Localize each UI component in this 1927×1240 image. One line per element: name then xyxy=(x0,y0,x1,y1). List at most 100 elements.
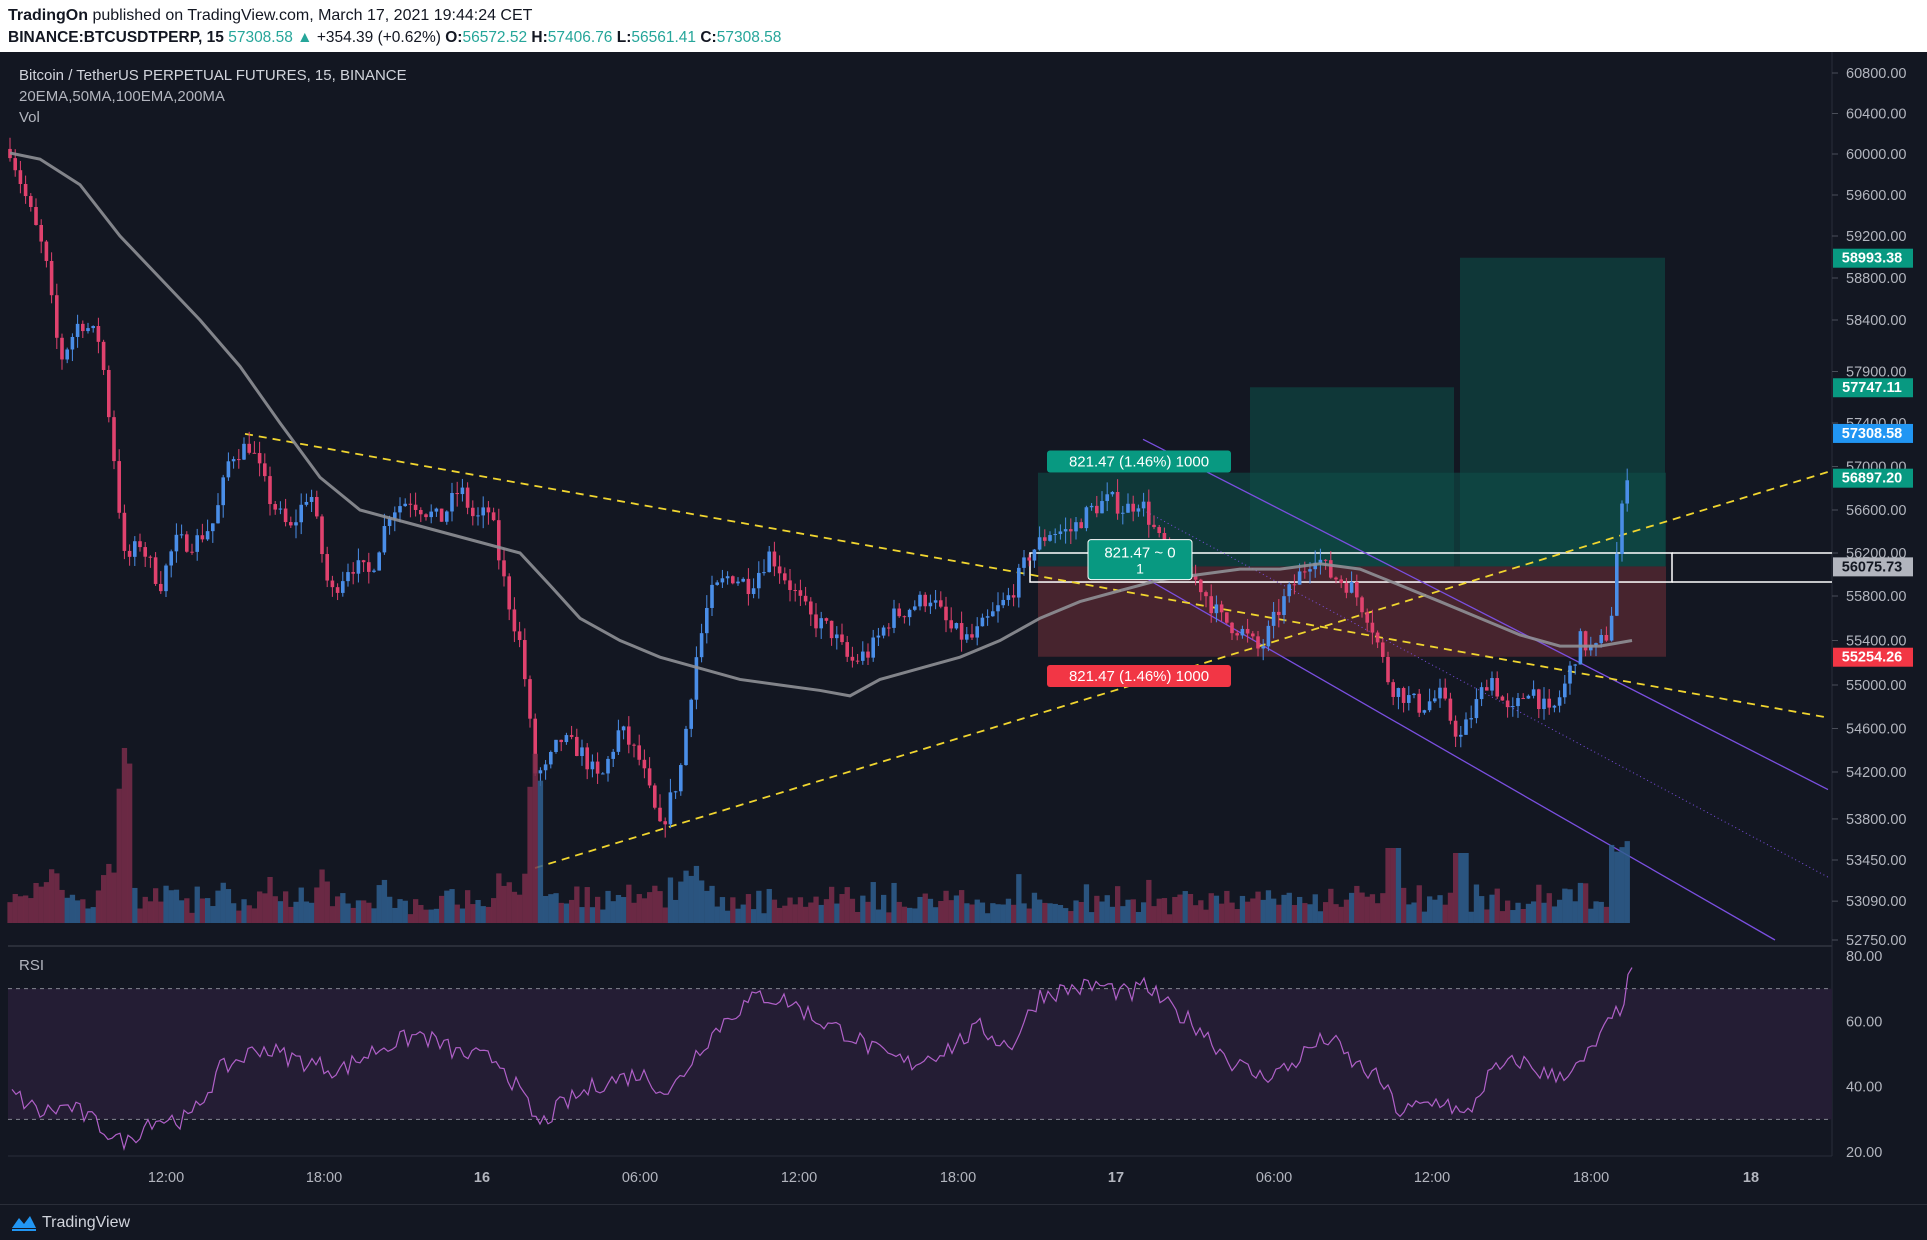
volume-bar xyxy=(870,882,876,923)
volume-bar xyxy=(1198,900,1204,923)
chart-canvas[interactable]: 60800.00 60400.00 60000.00 59600.00 59200.00… xyxy=(0,52,1927,1204)
volume-bar xyxy=(335,896,341,923)
volume-bar xyxy=(1224,890,1230,923)
candle-body xyxy=(1048,535,1052,541)
volume-bar xyxy=(1479,896,1485,923)
volume-bar xyxy=(844,887,850,923)
volume-bar xyxy=(1125,899,1131,923)
volume-bar xyxy=(813,896,819,923)
volume-bar xyxy=(298,887,304,923)
volume-bar xyxy=(1624,841,1630,923)
volume-bar xyxy=(251,908,258,923)
tradingview-logo-icon[interactable] xyxy=(10,1212,38,1232)
channel-lower xyxy=(1142,576,1776,941)
candle-body xyxy=(866,651,870,658)
volume-bar xyxy=(1250,898,1256,923)
candle-body xyxy=(923,594,927,607)
volume-bar xyxy=(1005,898,1012,923)
low-label: L: xyxy=(616,29,632,46)
volume-bar xyxy=(1421,911,1428,923)
volume-bar xyxy=(1349,892,1355,923)
volume-bar xyxy=(1468,911,1474,923)
volume-legend[interactable]: Vol xyxy=(19,109,40,126)
candle-body xyxy=(673,791,678,793)
candle-body xyxy=(1147,501,1151,525)
volume-bar xyxy=(751,909,757,923)
volume-bar xyxy=(17,896,24,923)
candle-body xyxy=(1308,569,1312,572)
candle-body xyxy=(289,522,293,526)
candle-body xyxy=(1552,705,1557,708)
volume-bar xyxy=(69,894,76,923)
candle-body xyxy=(133,541,137,557)
candle-body xyxy=(991,611,995,617)
volume-bar xyxy=(1073,900,1079,923)
candle-body xyxy=(491,512,496,521)
candle-body xyxy=(278,508,283,510)
candle-body xyxy=(403,503,407,507)
candle-body xyxy=(1282,596,1286,616)
chart-area[interactable]: 60800.00 60400.00 60000.00 59600.00 59200.00… xyxy=(0,52,1927,1204)
candle-body xyxy=(517,631,522,641)
candle-body xyxy=(153,557,158,584)
volume-bar xyxy=(511,891,518,923)
volume-bar xyxy=(657,891,663,923)
candle-body xyxy=(762,572,766,574)
quote-line: BINANCE:BTCUSDTPERP, 15 57308.58 ▲ +354.… xyxy=(8,29,781,47)
candle-body xyxy=(1204,592,1208,597)
volume-bar xyxy=(1520,908,1526,923)
volume-bar xyxy=(605,890,611,923)
candle-body xyxy=(710,584,714,608)
candle-body xyxy=(471,507,475,517)
candle-body xyxy=(1599,635,1603,644)
volume-bar xyxy=(553,893,559,923)
volume-bar xyxy=(995,904,1001,923)
candle-body xyxy=(429,511,433,518)
tradingview-brand[interactable]: TradingView xyxy=(42,1214,131,1231)
volume-bar xyxy=(38,886,44,923)
volume-bar xyxy=(1416,885,1422,923)
time-axis-label: 12:00 xyxy=(781,1170,817,1186)
candle-body xyxy=(1251,633,1255,637)
price-badge-bg xyxy=(1833,647,1913,667)
volume-bar xyxy=(1146,879,1152,923)
time-axis-label: 06:00 xyxy=(622,1170,658,1186)
volume-bar xyxy=(537,780,544,923)
volume-bar xyxy=(875,909,882,923)
price-badge: 55254.26 xyxy=(1842,650,1902,666)
volume-bar xyxy=(1063,908,1069,923)
volume-bar xyxy=(527,786,533,923)
open-value: 56572.52 xyxy=(462,29,528,46)
volume-bar xyxy=(1042,902,1048,923)
volume-bar xyxy=(1473,884,1480,923)
volume-bar xyxy=(1286,892,1292,923)
volume-bar xyxy=(205,898,211,923)
rsi-line xyxy=(11,967,1633,1151)
candle-body xyxy=(720,578,725,583)
candle-body xyxy=(122,512,127,551)
volume-bar xyxy=(184,898,190,923)
candle-body xyxy=(1287,584,1291,597)
indicators-legend[interactable]: 20EMA,50MA,100EMA,200MA xyxy=(19,88,225,105)
candle-body xyxy=(543,764,548,771)
candle-body xyxy=(1001,599,1005,606)
volume-bar xyxy=(355,900,362,923)
volume-bar xyxy=(1536,884,1542,923)
candle-body xyxy=(601,773,605,775)
volume-bar xyxy=(1307,904,1313,923)
rsi-legend[interactable]: RSI xyxy=(19,957,45,974)
symbol-label: BINANCE:BTCUSDTPERP, 15 xyxy=(8,29,224,46)
time-axis-label: 06:00 xyxy=(1256,1170,1292,1186)
candle-body xyxy=(1344,583,1349,593)
volume-bar xyxy=(964,903,970,923)
volume-bar xyxy=(1354,885,1360,923)
rsi-band xyxy=(8,988,1832,1120)
candle-body xyxy=(1089,505,1094,508)
candle-body xyxy=(221,477,225,506)
candle-body xyxy=(1037,537,1042,550)
author-name[interactable]: TradingOn xyxy=(8,7,88,24)
candle-body xyxy=(1209,596,1213,614)
volume-bar xyxy=(106,863,112,923)
candle-body xyxy=(606,758,610,774)
candle-body xyxy=(658,807,662,822)
